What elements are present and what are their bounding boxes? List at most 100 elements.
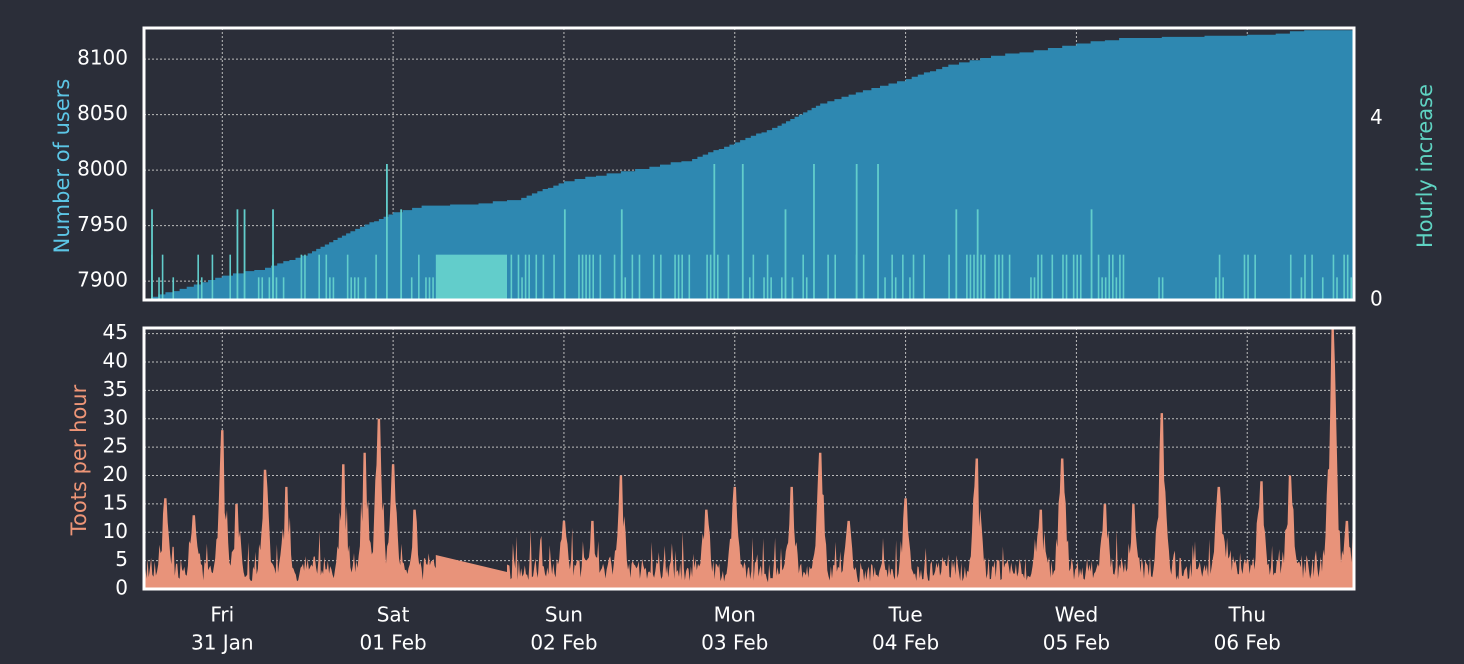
toots-y-tick-label: 25: [103, 434, 128, 458]
hourly-increase-bar: [688, 254, 691, 300]
hourly-increase-bar: [364, 277, 367, 300]
hourly-increase-bar: [229, 254, 232, 300]
toots-y-tick-label: 15: [103, 490, 128, 514]
hourly-increase-bar: [375, 254, 377, 300]
hourly-increase-bar: [386, 164, 388, 300]
toots-y-tick-label: 10: [103, 519, 128, 543]
toots-grid: [144, 328, 1354, 590]
hourly-increase-bar: [353, 277, 356, 300]
hourly-increase-bar: [909, 277, 911, 300]
hourly-increase-bar: [428, 277, 431, 300]
hourly-increase-bar: [425, 277, 427, 300]
hourly-increase-bar: [1218, 254, 1221, 300]
hourly-increase-bar: [197, 254, 199, 300]
hourly-increase-bar: [1097, 254, 1100, 300]
hourly-increase-bar: [599, 254, 602, 300]
hourly-increase-bar: [994, 254, 997, 300]
hourly-increase-bar: [1304, 254, 1306, 300]
hourly-increase-bar: [510, 254, 513, 300]
hourly-increase-bar: [332, 277, 335, 300]
hourly-increase-bar: [542, 254, 545, 300]
x-tick-date-label: 06 Feb: [1214, 631, 1281, 655]
hourly-increase-bar: [1076, 254, 1079, 300]
hourly-increase-bar: [517, 254, 520, 300]
hourly-increase-bar: [282, 277, 285, 300]
hourly-increase-bar: [1101, 277, 1103, 300]
hourly-increase-bar: [1037, 254, 1039, 300]
hourly-increase-bar: [1161, 277, 1164, 300]
hourly-increase-bar: [346, 254, 349, 300]
date-axis: Fri 31 Jan Sat 01 Feb Sun 02 Feb Mon 03 Feb Tue 0…: [191, 603, 1281, 655]
hourly-increase-bar: [834, 254, 837, 300]
x-tick-day-label: Fri: [210, 603, 234, 627]
hourly-increase-bar: [784, 209, 787, 300]
hourly-increase-bar: [1222, 277, 1224, 300]
hourly-increase-bar: [272, 209, 274, 300]
hourly-increase-bar: [749, 277, 751, 300]
hourly-increase-bar: [770, 277, 772, 300]
users-y-tick-label: 8100: [77, 46, 128, 70]
hourly-increase-bar: [158, 277, 160, 300]
hourly-y-tick-label: 4: [1370, 105, 1383, 129]
users-y-ticks: 7900 7950 8000 8050 8100: [77, 46, 128, 292]
toots-area: [144, 328, 1354, 589]
hourly-increase-bar: [350, 277, 353, 300]
hourly-increase-bar: [1008, 254, 1011, 300]
hourly-increase-bar: [553, 254, 555, 300]
hourly-increase-bar: [1062, 254, 1064, 300]
toots-plot-frame: [142, 326, 1356, 591]
hourly-increase-bar: [912, 254, 915, 300]
hourly-increase-bar: [329, 277, 331, 300]
hourly-increase-bar: [976, 209, 979, 300]
hourly-increase-bar: [891, 254, 893, 300]
hourly-increase-bar: [1072, 254, 1075, 300]
x-tick-day-label: Wed: [1055, 603, 1099, 627]
hourly-increase-bar: [563, 209, 566, 300]
hourly-increase-bar: [1243, 254, 1246, 300]
hourly-increase-bar: [966, 254, 968, 300]
x-tick-date-label: 03 Feb: [701, 631, 768, 655]
hourly-increase-bar: [1332, 254, 1335, 300]
hourly-increase-bar: [674, 254, 676, 300]
hourly-increase-bar: [781, 277, 783, 300]
hourly-increase-bar: [1215, 277, 1217, 300]
toots-y-ticks: 0 5 10 15 20 25 30 35 40 45: [103, 320, 128, 599]
hourly-increase-bar: [709, 254, 712, 300]
hourly-increase-bar: [300, 254, 303, 300]
hourly-increase-bar: [813, 164, 815, 300]
hourly-increase-bar: [894, 277, 897, 300]
hourly-increase-bar: [236, 209, 239, 300]
hourly-increase-bar: [948, 254, 950, 300]
hourly-increase-bar: [631, 254, 634, 300]
hourly-increase-bar: [706, 254, 708, 300]
hourly-increase-bar: [535, 254, 538, 300]
hourly-increase-bar: [1115, 277, 1118, 300]
hourly-increase-bar: [578, 254, 580, 300]
hourly-increase-bar: [1254, 254, 1256, 300]
users-plot-frame: [142, 26, 1356, 302]
hourly-increase-bar: [151, 209, 153, 300]
x-tick-day-label: Sat: [377, 603, 410, 627]
hourly-increase-bar: [243, 209, 246, 300]
hourly-increase-bars: [151, 164, 1353, 300]
hourly-increase-bar: [802, 254, 804, 300]
hourly-increase-bar: [638, 254, 641, 300]
hourly-increase-bar: [528, 254, 530, 300]
users-step-area: [144, 30, 1354, 300]
hourly-increase-bar: [1321, 277, 1324, 300]
x-tick-date-label: 01 Feb: [360, 631, 427, 655]
hourly-increase-bar: [261, 277, 264, 300]
hourly-increase-bar: [257, 277, 260, 300]
hourly-increase-bar: [862, 254, 865, 300]
hourly-increase-bar: [902, 254, 904, 300]
hourly-increase-bar: [1158, 277, 1160, 300]
hourly-increase-bar: [624, 277, 627, 300]
toots-y-tick-label: 40: [103, 349, 128, 373]
hourly-increase-bar: [418, 254, 420, 300]
hourly-increase-bar: [681, 254, 683, 300]
hourly-increase-bar: [521, 277, 523, 300]
hourly-increase-bar: [318, 254, 320, 300]
hourly-increase-bar: [211, 254, 214, 300]
hourly-increase-bar: [855, 164, 858, 300]
